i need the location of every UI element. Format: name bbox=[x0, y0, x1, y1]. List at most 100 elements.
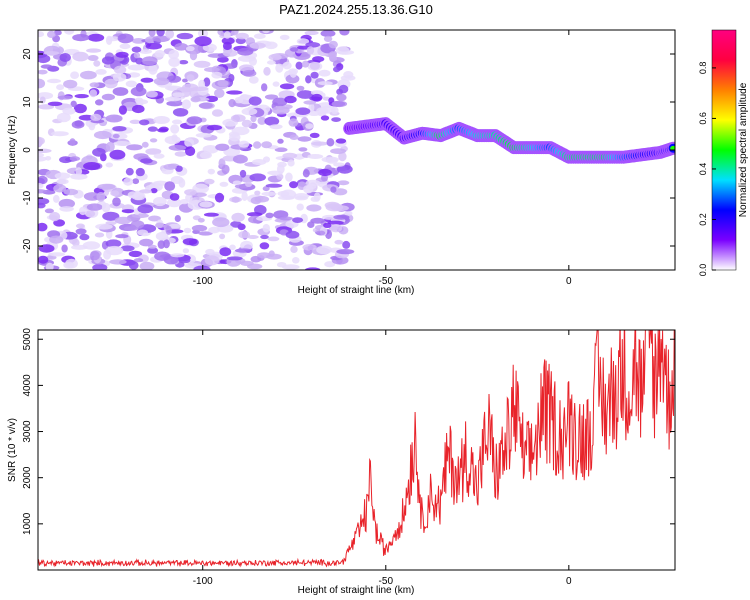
noise-blob bbox=[199, 201, 213, 208]
noise-blob bbox=[72, 34, 90, 42]
noise-blob bbox=[242, 69, 257, 77]
noise-blob bbox=[152, 35, 170, 43]
noise-blob bbox=[140, 158, 153, 164]
noise-blob bbox=[117, 33, 134, 44]
noise-blob bbox=[145, 42, 162, 50]
noise-blob bbox=[207, 168, 215, 175]
noise-blob bbox=[191, 224, 208, 232]
noise-blob bbox=[166, 75, 182, 83]
noise-blob bbox=[57, 95, 73, 100]
noise-blob bbox=[134, 97, 144, 103]
noise-blob bbox=[184, 189, 197, 196]
noise-blob bbox=[137, 229, 149, 236]
noise-blob bbox=[131, 38, 146, 44]
noise-blob bbox=[305, 75, 312, 84]
noise-blob bbox=[287, 159, 295, 167]
noise-blob bbox=[267, 236, 280, 242]
noise-blob bbox=[309, 132, 320, 138]
noise-blob bbox=[328, 51, 337, 60]
noise-blob bbox=[204, 178, 215, 185]
noise-blob bbox=[175, 165, 183, 172]
noise-blob bbox=[235, 32, 249, 40]
noise-blob bbox=[51, 131, 69, 137]
noise-blob bbox=[295, 61, 303, 70]
noise-blob bbox=[229, 30, 239, 36]
noise-blob bbox=[65, 258, 78, 269]
noise-blob bbox=[208, 226, 221, 234]
noise-blob bbox=[131, 46, 142, 53]
noise-blob bbox=[260, 234, 269, 240]
noise-blob bbox=[174, 151, 187, 157]
noise-blob bbox=[333, 162, 345, 167]
noise-blob bbox=[335, 138, 347, 144]
noise-blob bbox=[268, 250, 275, 257]
noise-blob bbox=[320, 30, 336, 38]
noise-blob bbox=[181, 99, 191, 110]
noise-blob bbox=[248, 76, 259, 84]
noise-blob bbox=[206, 124, 223, 131]
noise-blob bbox=[267, 170, 283, 176]
noise-blob bbox=[221, 164, 230, 175]
noise-blob bbox=[125, 167, 134, 176]
noise-blob bbox=[331, 205, 349, 212]
noise-blob bbox=[56, 84, 65, 91]
noise-blob bbox=[331, 106, 339, 115]
noise-blob bbox=[113, 141, 131, 146]
noise-blob bbox=[69, 156, 81, 162]
noise-blob bbox=[53, 194, 60, 203]
noise-blob bbox=[327, 220, 344, 225]
noise-blob bbox=[331, 117, 341, 122]
noise-blob bbox=[281, 264, 300, 270]
noise-blob bbox=[297, 136, 312, 142]
heatmap-y-label: Frequency (Hz) bbox=[7, 116, 18, 185]
noise-blob bbox=[40, 64, 53, 69]
noise-blob bbox=[73, 103, 87, 114]
noise-blob bbox=[217, 79, 229, 87]
noise-blob bbox=[261, 191, 277, 196]
noise-blob bbox=[257, 116, 267, 125]
noise-blob bbox=[64, 30, 75, 35]
noise-blob bbox=[112, 197, 121, 207]
noise-blob bbox=[56, 178, 69, 185]
noise-blob bbox=[307, 221, 315, 228]
noise-blob bbox=[101, 93, 115, 101]
noise-blob bbox=[269, 124, 283, 130]
noise-blob bbox=[304, 267, 321, 270]
noise-blob bbox=[105, 141, 115, 152]
noise-blob bbox=[320, 115, 330, 121]
noise-blob bbox=[105, 162, 114, 168]
noise-blob bbox=[203, 212, 219, 217]
noise-blob bbox=[115, 234, 129, 239]
noise-blob bbox=[153, 196, 167, 207]
noise-blob bbox=[38, 182, 44, 189]
noise-blob bbox=[336, 249, 355, 255]
noise-blob bbox=[84, 210, 96, 218]
noise-blob bbox=[118, 105, 127, 115]
noise-blob bbox=[78, 206, 87, 216]
noise-blob bbox=[105, 239, 122, 248]
noise-blob bbox=[337, 180, 350, 186]
noise-blob bbox=[163, 163, 177, 170]
x-tick-label: 0 bbox=[566, 576, 572, 587]
noise-blob bbox=[214, 192, 225, 203]
snr-y-axis: 1000 2000 3000 4000 5000 bbox=[22, 328, 675, 535]
noise-blob bbox=[132, 178, 140, 185]
noise-blob bbox=[70, 173, 88, 180]
noise-blob bbox=[90, 113, 102, 121]
noise-blob bbox=[241, 119, 253, 128]
noise-blob bbox=[333, 214, 350, 220]
noise-blob bbox=[114, 216, 132, 225]
colorbar-label: Normalized spectral amplitude bbox=[738, 82, 749, 217]
noise-blob bbox=[72, 51, 89, 62]
noise-blob bbox=[239, 169, 247, 178]
noise-blob bbox=[296, 90, 314, 99]
noise-blob bbox=[221, 37, 235, 45]
noise-blob bbox=[262, 30, 270, 34]
noise-blob bbox=[133, 52, 141, 59]
snr-x-axis: -100 -50 0 bbox=[193, 330, 572, 587]
noise-blob bbox=[105, 35, 113, 45]
noise-blob bbox=[252, 159, 267, 166]
noise-blob bbox=[248, 57, 257, 66]
y-tick-label: 2000 bbox=[22, 466, 33, 489]
noise-blob bbox=[228, 99, 236, 108]
